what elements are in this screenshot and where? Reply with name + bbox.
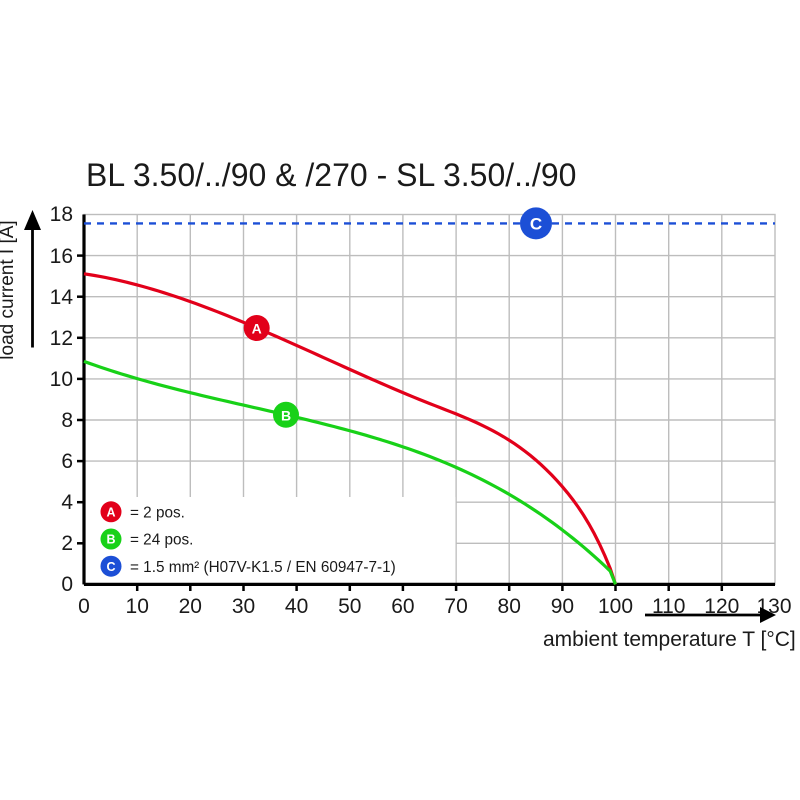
svg-text:ambient temperature T [°C]: ambient temperature T [°C] [543,628,796,651]
svg-text:10: 10 [126,595,149,618]
svg-text:14: 14 [50,286,74,309]
svg-text:load current I [A]: load current I [A] [0,220,18,359]
svg-text:4: 4 [61,491,73,514]
svg-text:30: 30 [232,595,255,618]
svg-text:8: 8 [61,409,73,432]
svg-text:0: 0 [61,573,73,596]
svg-text:= 24 pos.: = 24 pos. [130,532,193,549]
svg-text:16: 16 [50,245,73,268]
svg-text:60: 60 [391,595,414,618]
svg-text:0: 0 [78,595,90,618]
svg-text:70: 70 [444,595,467,618]
svg-text:20: 20 [179,595,202,618]
svg-text:40: 40 [285,595,308,618]
svg-text:BL 3.50/../90 & /270 - SL 3.50: BL 3.50/../90 & /270 - SL 3.50/../90 [86,157,576,193]
svg-text:= 1.5 mm² (H07V-K1.5 / EN 6094: = 1.5 mm² (H07V-K1.5 / EN 60947-7-1) [130,559,396,576]
svg-text:10: 10 [50,368,73,391]
svg-text:C: C [530,215,542,234]
svg-text:B: B [281,407,291,423]
svg-text:50: 50 [338,595,361,618]
svg-text:100: 100 [598,595,633,618]
svg-text:2: 2 [61,532,73,555]
svg-text:90: 90 [551,595,574,618]
svg-text:6: 6 [61,450,73,473]
svg-text:= 2 pos.: = 2 pos. [130,505,185,522]
svg-text:A: A [252,321,262,337]
svg-text:A: A [106,506,115,520]
svg-text:12: 12 [50,327,73,350]
svg-text:C: C [106,560,115,574]
svg-text:80: 80 [498,595,521,618]
svg-text:B: B [106,533,115,547]
svg-text:18: 18 [50,203,73,226]
